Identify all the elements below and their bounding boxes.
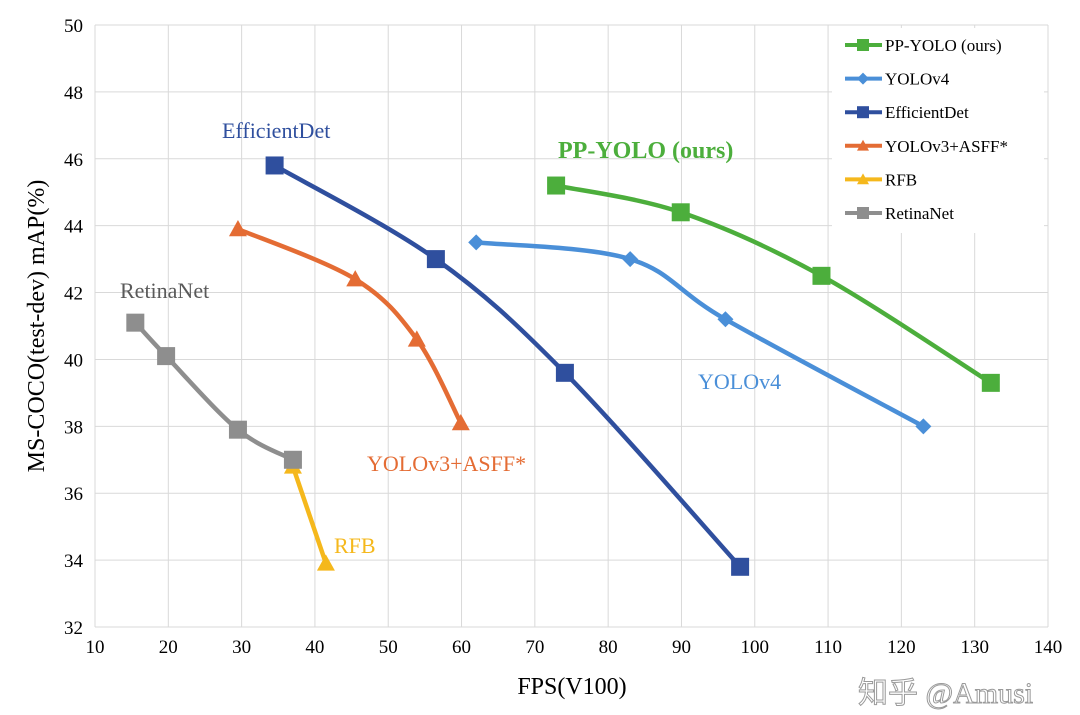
data-point: [426, 250, 445, 269]
x-tick-label: 100: [741, 637, 770, 658]
y-tick-label: 40: [64, 350, 83, 371]
x-tick-label: 90: [672, 637, 691, 658]
series-line: [133, 321, 295, 462]
y-tick-label: 32: [64, 618, 83, 639]
y-tick-label: 36: [64, 484, 83, 505]
data-point: [915, 418, 932, 435]
x-tick-label: 80: [599, 637, 618, 658]
data-point: [981, 373, 1000, 392]
x-tick-label: 60: [452, 637, 471, 658]
legend-label: YOLOv4: [885, 70, 950, 89]
data-point: [547, 176, 566, 195]
x-tick-label: 10: [86, 637, 105, 658]
watermark: 知乎 @Amusi: [858, 677, 1033, 710]
legend-label: YOLOv3+ASFF*: [885, 137, 1008, 156]
series-line: [475, 240, 925, 429]
annotation-label: RFB: [334, 533, 376, 558]
data-point: [468, 234, 485, 251]
data-point: [671, 203, 690, 222]
y-tick-label: 34: [64, 551, 84, 572]
series-line: [290, 465, 329, 565]
data-point: [228, 220, 247, 237]
data-point: [346, 270, 365, 287]
data-point: [857, 106, 869, 119]
y-axis-label: MS-COCO(test-dev) mAP(%): [24, 180, 50, 473]
annotation-label: PP-YOLO (ours): [558, 138, 733, 164]
data-point: [857, 39, 869, 51]
data-point: [717, 311, 734, 328]
data-point: [316, 554, 335, 571]
legend-label: RFB: [885, 170, 917, 189]
legend-label: PP-YOLO (ours): [885, 36, 1002, 55]
x-tick-label: 110: [814, 637, 842, 658]
tick-labels: 10 20 30 40 50 60 70 80 90 100 110 120 130 140 32 34 36 3…: [64, 16, 1062, 658]
series-line: [237, 226, 463, 425]
annotation-label: YOLOv3+ASFF*: [367, 451, 526, 476]
x-tick-label: 70: [525, 637, 544, 658]
x-axis-label: FPS(V100): [517, 674, 626, 700]
data-point: [731, 557, 750, 576]
annotations: PP-YOLO (ours) YOLOv4 EfficientDet YOLOv3+A…: [120, 118, 781, 558]
y-tick-label: 50: [64, 16, 83, 37]
series-line: [555, 183, 993, 385]
y-tick-label: 48: [64, 83, 83, 104]
annotation-label: RetinaNet: [120, 278, 209, 303]
series-lines: [126, 156, 1000, 576]
x-tick-label: 20: [159, 637, 178, 658]
data-point: [857, 139, 869, 151]
data-point: [228, 420, 247, 439]
data-point: [157, 347, 176, 366]
y-tick-label: 38: [64, 417, 83, 438]
data-point: [857, 72, 869, 85]
data-point: [407, 330, 426, 347]
x-tick-label: 130: [960, 637, 989, 658]
data-point: [812, 266, 831, 285]
x-tick-label: 140: [1034, 637, 1063, 658]
x-tick-label: 120: [887, 637, 916, 658]
x-tick-label: 50: [379, 637, 398, 658]
series-line: [273, 163, 742, 569]
y-tick-label: 46: [64, 150, 83, 171]
x-tick-label: 30: [232, 637, 251, 658]
y-tick-label: 42: [64, 284, 83, 305]
annotation-label: EfficientDet: [222, 118, 330, 143]
data-point: [265, 156, 284, 175]
data-point: [555, 363, 574, 382]
y-tick-label: 44: [64, 217, 84, 238]
legend-label: EfficientDet: [885, 103, 969, 122]
legend-box: [832, 28, 1044, 233]
x-tick-label: 40: [305, 637, 324, 658]
data-point: [857, 207, 869, 219]
data-point: [451, 413, 470, 431]
data-point: [126, 313, 145, 332]
data-point: [283, 450, 302, 469]
annotation-label: YOLOv4: [698, 369, 781, 394]
data-point: [622, 251, 639, 268]
data-point: [857, 173, 869, 185]
legend-label: RetinaNet: [885, 204, 954, 223]
legend: PP-YOLO (ours) YOLOv4 EfficientDet YOLOv3+A…: [832, 28, 1044, 233]
